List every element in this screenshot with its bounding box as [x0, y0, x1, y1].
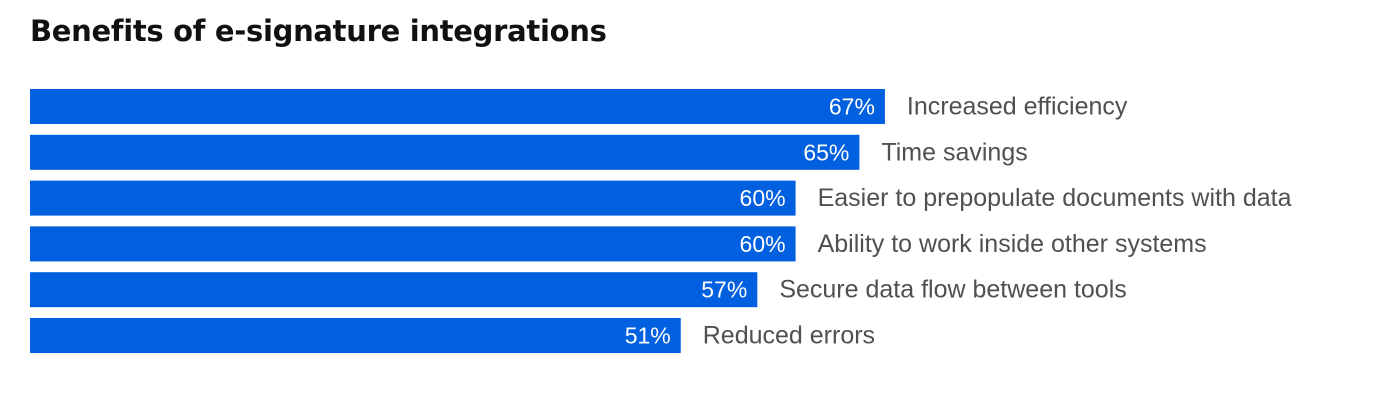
bar-4 — [30, 226, 796, 262]
bar-6 — [30, 318, 681, 353]
bar-category-label: Increased efficiency — [907, 93, 1128, 121]
bar-value-label: 51% — [625, 323, 671, 349]
bar-5 — [30, 272, 758, 308]
bar-1 — [30, 89, 885, 124]
bar-category-label: Secure data flow between tools — [779, 276, 1126, 304]
bar-category-label: Time savings — [881, 138, 1027, 166]
bar-value-label: 60% — [740, 231, 786, 257]
bar-category-label: Easier to prepopulate documents with dat… — [818, 184, 1292, 212]
bar-value-label: 57% — [701, 277, 747, 303]
bar-value-label: 65% — [803, 139, 849, 165]
bar-value-label: 67% — [829, 94, 875, 120]
bar-2 — [30, 134, 860, 170]
bar-3 — [30, 180, 796, 216]
bar-value-label: 60% — [740, 185, 786, 211]
bar-category-label: Ability to work inside other systems — [818, 230, 1207, 258]
chart-title: Benefits of e-signature integrations — [30, 14, 607, 48]
bar-category-label: Reduced errors — [703, 322, 875, 350]
